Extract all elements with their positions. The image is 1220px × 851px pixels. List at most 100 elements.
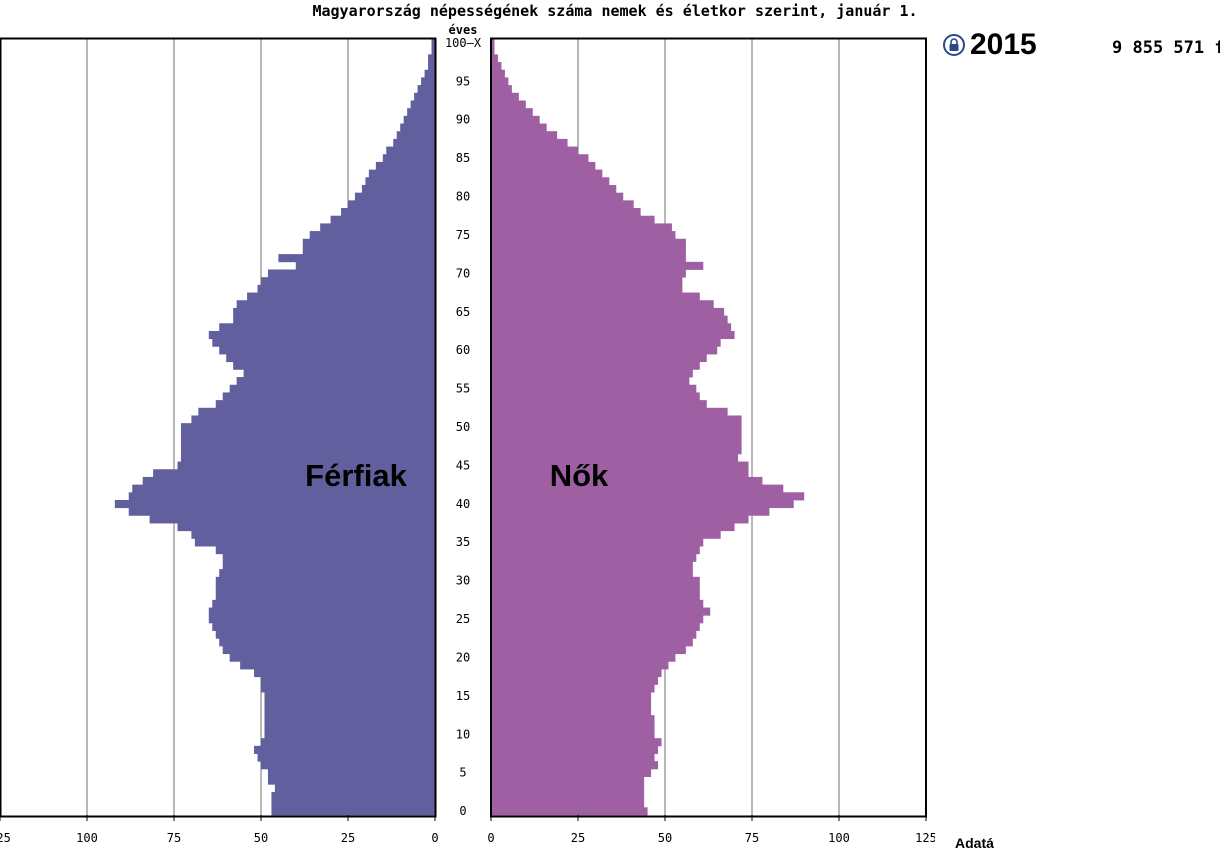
age-tick-label: 20	[456, 650, 470, 664]
age-tick-label: 80	[456, 190, 470, 204]
female-bar-age-18	[491, 669, 662, 678]
age-tick-label: 60	[456, 343, 470, 357]
male-bar-age-76	[320, 223, 435, 232]
male-bar-age-21	[222, 645, 435, 655]
age-tick-label: 30	[456, 574, 470, 588]
female-bar-age-68	[491, 284, 683, 293]
male-bar-age-28	[215, 592, 435, 601]
male-bar-age-4	[267, 776, 435, 785]
female-bar-age-51	[491, 415, 742, 424]
male-bar-age-64	[233, 315, 435, 324]
age-tick-label: 85	[456, 151, 470, 165]
female-bar-age-1	[491, 799, 645, 808]
female-bar-age-87	[491, 138, 568, 147]
male-bar-age-59	[226, 354, 435, 363]
female-bar-age-81	[491, 184, 617, 194]
male-bar-age-47	[180, 446, 435, 455]
male-bar-age-66	[236, 300, 435, 309]
female-bar-age-38	[491, 515, 749, 524]
age-tick-label: 75	[456, 228, 470, 242]
female-bar-age-83	[491, 169, 603, 178]
male-bar-age-55	[229, 384, 435, 393]
female-plot-frame	[490, 37, 927, 818]
female-bar-age-48	[491, 438, 742, 447]
male-bar-age-99	[431, 46, 435, 55]
female-bar-age-98	[491, 54, 498, 63]
female-bar-age-32	[491, 561, 693, 570]
female-bar-age-92	[491, 100, 526, 109]
age-tick-label: 15	[456, 689, 470, 703]
male-bars	[114, 39, 436, 816]
male-bar-age-52	[198, 407, 435, 416]
female-bar-age-39	[491, 507, 770, 516]
lock-button[interactable]	[943, 34, 965, 56]
female-bar-age-23	[491, 630, 697, 639]
female-bar-age-99	[491, 46, 495, 55]
male-bar-age-43	[142, 476, 435, 486]
female-bar-age-45	[491, 461, 749, 470]
female-bar-age-97	[491, 62, 502, 71]
lock-icon	[949, 38, 959, 51]
female-bar-age-47	[491, 446, 742, 455]
male-bar-age-95	[421, 77, 435, 86]
male-bar-age-32	[222, 561, 435, 570]
age-tick-label: 35	[456, 535, 470, 549]
female-bar-age-36	[491, 530, 721, 539]
male-bar-age-26	[208, 607, 435, 616]
female-bar-age-55	[491, 384, 697, 393]
male-bar-age-54	[222, 392, 435, 401]
male-bar-age-57	[243, 369, 435, 378]
male-x-tick-label: 100	[76, 831, 98, 845]
male-bar-age-13	[264, 707, 435, 716]
age-tick-label: 70	[456, 266, 470, 280]
age-tick-label: 65	[456, 305, 470, 319]
male-bar-age-67	[247, 292, 435, 301]
male-bar-age-85	[382, 154, 435, 163]
male-bar-age-9	[261, 738, 435, 747]
age-tick-label: 90	[456, 113, 470, 127]
female-x-tick-label: 100	[828, 831, 850, 845]
male-bar-age-92	[410, 100, 435, 109]
female-bar-age-15	[491, 692, 652, 701]
female-bar-age-42	[491, 484, 784, 493]
female-bar-age-24	[491, 622, 700, 632]
male-bar-age-74	[302, 238, 435, 247]
male-bar-age-72	[278, 254, 435, 263]
female-bar-age-4	[491, 776, 645, 785]
male-bar-age-82	[365, 177, 435, 186]
age-tick-label: 95	[456, 74, 470, 88]
female-bar-age-95	[491, 77, 509, 86]
male-label: Férfiak	[305, 458, 407, 493]
male-bar-age-11	[264, 722, 435, 731]
male-bar-age-36	[191, 530, 435, 539]
male-bar-age-50	[180, 423, 435, 432]
male-bar-age-16	[261, 684, 435, 693]
female-bar-age-13	[491, 707, 652, 716]
female-bar-age-35	[491, 538, 704, 547]
male-bar-age-73	[302, 246, 435, 255]
female-bar-age-89	[491, 123, 547, 132]
truncated-text: Adatá	[955, 835, 994, 851]
male-bar-age-20	[229, 653, 435, 662]
female-bar-age-26	[491, 607, 711, 616]
female-bar-age-65	[491, 307, 725, 316]
total-population: 9 855 571 f	[1112, 38, 1220, 58]
male-bar-age-78	[341, 208, 435, 217]
female-bar-age-52	[491, 407, 728, 416]
male-bar-age-100–X	[431, 39, 435, 48]
male-bar-age-93	[414, 92, 435, 101]
female-bar-age-93	[491, 92, 519, 101]
female-bar-age-75	[491, 231, 676, 240]
female-bar-age-62	[491, 330, 735, 340]
male-bar-age-35	[194, 538, 435, 547]
female-bar-age-41	[491, 492, 805, 501]
age-tick-label: 5	[459, 766, 466, 780]
male-bar-age-96	[424, 69, 435, 78]
female-bar-age-14	[491, 699, 652, 708]
male-bar-age-10	[264, 730, 435, 739]
female-bar-age-96	[491, 69, 505, 78]
female-bar-age-0	[491, 807, 648, 816]
male-bar-age-61	[212, 338, 435, 347]
male-bar-age-53	[215, 400, 435, 409]
male-bar-age-88	[396, 131, 435, 140]
